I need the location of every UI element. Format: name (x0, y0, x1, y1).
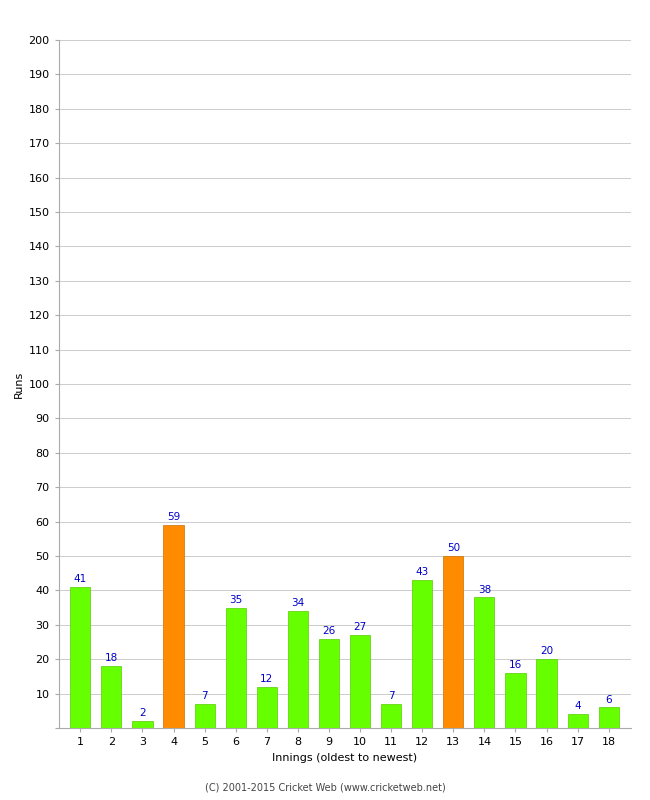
Text: 34: 34 (291, 598, 304, 608)
Text: 4: 4 (575, 702, 581, 711)
Bar (506, 673, 526, 728)
Text: 41: 41 (73, 574, 87, 584)
Bar (567, 714, 588, 728)
Bar (288, 611, 308, 728)
Bar (163, 525, 183, 728)
Bar (257, 686, 277, 728)
Bar (412, 580, 432, 728)
Text: 20: 20 (540, 646, 553, 657)
Bar (599, 707, 619, 728)
Text: (C) 2001-2015 Cricket Web (www.cricketweb.net): (C) 2001-2015 Cricket Web (www.cricketwe… (205, 782, 445, 792)
Bar (101, 666, 122, 728)
Text: 50: 50 (447, 543, 460, 554)
Y-axis label: Runs: Runs (14, 370, 24, 398)
Bar (536, 659, 556, 728)
Bar (194, 704, 214, 728)
Text: 38: 38 (478, 585, 491, 594)
Text: 16: 16 (509, 660, 522, 670)
Bar (319, 638, 339, 728)
Bar (133, 721, 153, 728)
Text: 43: 43 (415, 567, 429, 578)
Bar (226, 608, 246, 728)
Text: 2: 2 (139, 708, 146, 718)
Bar (443, 556, 463, 728)
Text: 18: 18 (105, 654, 118, 663)
Text: 7: 7 (388, 691, 395, 701)
Text: 7: 7 (202, 691, 208, 701)
Bar (350, 635, 370, 728)
Text: 6: 6 (605, 694, 612, 705)
Bar (381, 704, 401, 728)
X-axis label: Innings (oldest to newest): Innings (oldest to newest) (272, 753, 417, 762)
Text: 26: 26 (322, 626, 335, 636)
Bar (474, 598, 495, 728)
Bar (70, 587, 90, 728)
Text: 59: 59 (167, 512, 180, 522)
Text: 27: 27 (354, 622, 367, 632)
Text: 35: 35 (229, 595, 242, 605)
Text: 12: 12 (260, 674, 274, 684)
